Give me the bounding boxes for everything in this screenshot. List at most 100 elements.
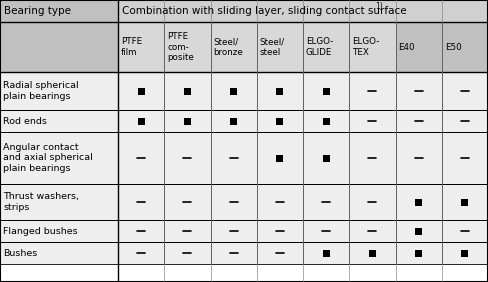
Bar	[323, 250, 329, 257]
Bar	[442, 22, 488, 72]
Bar	[349, 72, 395, 110]
Bar	[461, 199, 468, 206]
Bar	[323, 155, 329, 162]
Bar	[369, 250, 376, 257]
Bar	[442, 132, 488, 184]
Bar	[118, 184, 164, 220]
Bar	[164, 110, 210, 132]
Bar	[415, 228, 422, 235]
Bar	[0, 132, 118, 184]
Bar	[442, 72, 488, 110]
Bar	[257, 72, 303, 110]
Bar	[395, 132, 442, 184]
Bar	[303, 220, 349, 242]
Bar	[442, 184, 488, 220]
Text: PTFE
film: PTFE film	[121, 37, 142, 57]
Bar	[257, 22, 303, 72]
Bar	[210, 110, 257, 132]
Bar	[257, 132, 303, 184]
Bar	[276, 118, 284, 124]
Bar	[210, 220, 257, 242]
Text: Steel/
bronze: Steel/ bronze	[214, 37, 243, 57]
Bar	[118, 110, 164, 132]
Bar	[276, 155, 284, 162]
Bar	[349, 220, 395, 242]
Bar	[164, 220, 210, 242]
Text: Thrust washers,
strips: Thrust washers, strips	[3, 192, 79, 212]
Bar	[138, 118, 144, 124]
Bar	[257, 110, 303, 132]
Bar	[210, 22, 257, 72]
Text: ELGO-
GLIDE: ELGO- GLIDE	[306, 37, 333, 57]
Bar	[323, 87, 329, 94]
Bar	[303, 72, 349, 110]
Bar	[257, 184, 303, 220]
Bar	[0, 184, 118, 220]
Bar	[415, 250, 422, 257]
Bar	[164, 184, 210, 220]
Bar	[118, 220, 164, 242]
Text: 1): 1)	[375, 3, 383, 12]
Bar	[395, 72, 442, 110]
Bar	[395, 110, 442, 132]
Bar	[303, 184, 349, 220]
Bar	[395, 242, 442, 264]
Bar	[442, 110, 488, 132]
Text: Steel/
steel: Steel/ steel	[260, 37, 285, 57]
Bar	[164, 132, 210, 184]
Bar	[210, 72, 257, 110]
Text: Angular contact
and axial spherical
plain bearings: Angular contact and axial spherical plai…	[3, 143, 93, 173]
Bar	[395, 220, 442, 242]
Bar	[184, 118, 191, 124]
Bar	[0, 220, 118, 242]
Text: E40: E40	[399, 43, 415, 52]
Bar	[442, 242, 488, 264]
Bar	[349, 110, 395, 132]
Bar	[0, 22, 118, 72]
Bar	[303, 242, 349, 264]
Text: E50: E50	[445, 43, 462, 52]
Bar	[276, 87, 284, 94]
Bar	[0, 242, 118, 264]
Bar	[323, 118, 329, 124]
Bar	[303, 110, 349, 132]
Bar	[257, 220, 303, 242]
Bar	[303, 132, 349, 184]
Bar	[164, 72, 210, 110]
Bar	[395, 184, 442, 220]
Text: Radial spherical
plain bearings: Radial spherical plain bearings	[3, 81, 79, 101]
Bar	[118, 132, 164, 184]
Text: Rod ends: Rod ends	[3, 116, 47, 125]
Bar	[395, 22, 442, 72]
Text: ELGO-
TEX: ELGO- TEX	[352, 37, 380, 57]
Bar	[0, 72, 118, 110]
Text: PTFE
com-
posite: PTFE com- posite	[167, 32, 194, 62]
Bar	[210, 242, 257, 264]
Bar	[138, 87, 144, 94]
Bar	[118, 242, 164, 264]
Bar	[415, 199, 422, 206]
Bar	[164, 242, 210, 264]
Bar	[210, 132, 257, 184]
Bar	[210, 184, 257, 220]
Bar	[164, 22, 210, 72]
Bar	[0, 0, 118, 22]
Bar	[461, 250, 468, 257]
Bar	[303, 22, 349, 72]
Bar	[230, 87, 237, 94]
Bar	[118, 0, 488, 22]
Bar	[118, 72, 164, 110]
Bar	[349, 242, 395, 264]
Bar	[349, 22, 395, 72]
Bar	[230, 118, 237, 124]
Bar	[118, 22, 164, 72]
Text: Bushes: Bushes	[3, 248, 37, 257]
Bar	[442, 220, 488, 242]
Bar	[184, 87, 191, 94]
Text: Flanged bushes: Flanged bushes	[3, 226, 78, 235]
Text: Bearing type: Bearing type	[4, 6, 71, 16]
Bar	[349, 184, 395, 220]
Bar	[349, 132, 395, 184]
Text: Combination with sliding layer, sliding contact surface: Combination with sliding layer, sliding …	[122, 6, 407, 16]
Bar	[0, 110, 118, 132]
